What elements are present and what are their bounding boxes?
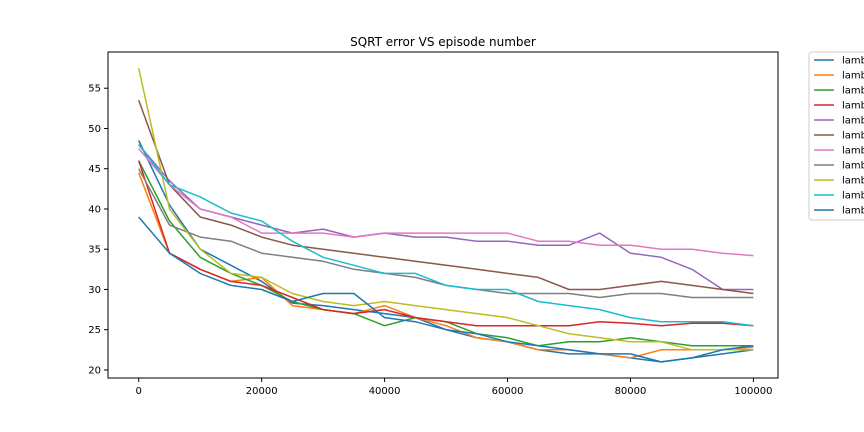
- legend-label: lamb: [842, 191, 864, 202]
- series-layer: [137, 67, 754, 363]
- y-tick-label: 55: [88, 84, 101, 95]
- legend-label: lamb: [842, 131, 864, 142]
- legend-label: lamb: [842, 146, 864, 157]
- x-tick-label: 60000: [492, 386, 524, 397]
- x-tick-label: 80000: [615, 386, 647, 397]
- legend-label: lamb: [842, 161, 864, 172]
- series-line-4: [137, 160, 754, 327]
- y-tick-label: 25: [88, 325, 101, 336]
- y-tick-label: 20: [88, 365, 101, 376]
- legend-label: lamb: [842, 176, 864, 187]
- legend-label: lamb: [842, 206, 864, 217]
- series-line-2: [137, 172, 754, 359]
- legend-box: [808, 51, 864, 221]
- series-line-5: [138, 144, 754, 291]
- y-tick-label: 45: [88, 164, 101, 175]
- y-tick-label: 40: [88, 204, 101, 215]
- legend-label: lamb: [842, 101, 864, 112]
- series-line-7: [138, 148, 754, 257]
- x-axis: 0 20000 40000 60000 80000 100000: [136, 378, 773, 397]
- y-tick-label: 35: [88, 245, 101, 256]
- series-line-9: [137, 67, 754, 351]
- legend-label: lamb: [842, 86, 864, 97]
- series-line-10: [138, 144, 754, 327]
- series-line-11: [138, 216, 754, 363]
- y-tick-label: 30: [88, 285, 101, 296]
- x-tick-label: 20000: [246, 386, 278, 397]
- legend: lamb lamb lamb lamb lamb lamb lamb lamb lamb lamb…: [808, 51, 864, 221]
- plot-area: [108, 52, 778, 378]
- x-tick-label: 0: [136, 386, 142, 397]
- x-tick-label: 100000: [734, 386, 772, 397]
- legend-label: lamb: [842, 71, 864, 82]
- legend-label: lamb: [842, 56, 864, 67]
- plot-frame: [107, 51, 779, 379]
- y-axis: 20 25 30 35 40 45 50 55: [88, 84, 108, 376]
- series-line-6: [137, 100, 754, 295]
- x-tick-label: 40000: [369, 386, 401, 397]
- legend-label: lamb: [842, 116, 864, 127]
- chart-title: SQRT error VS episode number: [350, 35, 536, 49]
- y-tick-label: 50: [88, 124, 101, 135]
